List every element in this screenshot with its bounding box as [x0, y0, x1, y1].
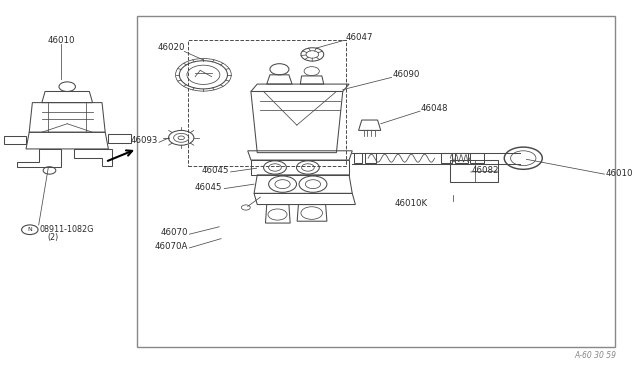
- Text: 46010: 46010: [47, 36, 75, 45]
- Text: N: N: [28, 227, 32, 232]
- Text: 46047: 46047: [346, 33, 372, 42]
- Text: 46070A: 46070A: [155, 241, 188, 250]
- Bar: [137, 16, 615, 347]
- Text: 46020: 46020: [158, 43, 186, 52]
- Bar: [353, 153, 362, 163]
- Bar: [455, 153, 468, 163]
- Bar: [451, 160, 498, 182]
- Bar: [470, 153, 484, 163]
- Text: (2): (2): [47, 233, 58, 243]
- Text: 46082: 46082: [472, 166, 499, 174]
- Text: 46090: 46090: [392, 70, 420, 79]
- Text: 08911-1082G: 08911-1082G: [40, 225, 94, 234]
- Text: 46045: 46045: [201, 166, 228, 175]
- Bar: [441, 153, 452, 163]
- Text: 46010: 46010: [605, 169, 633, 178]
- Bar: [365, 153, 376, 163]
- Text: 46045: 46045: [195, 183, 222, 192]
- Text: 46048: 46048: [420, 105, 448, 113]
- Text: 46070: 46070: [161, 228, 188, 237]
- Text: 46093: 46093: [131, 136, 158, 145]
- Text: 46010K: 46010K: [395, 199, 428, 208]
- Text: A-60 30 59: A-60 30 59: [574, 351, 616, 360]
